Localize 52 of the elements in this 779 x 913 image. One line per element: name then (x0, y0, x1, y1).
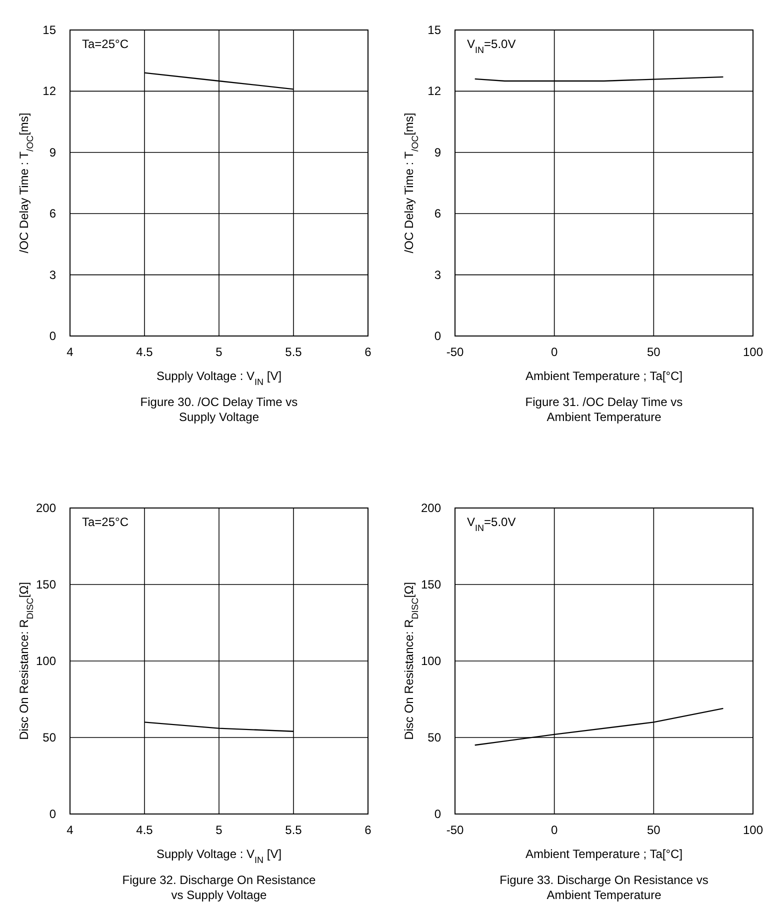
y-tick-label: 6 (434, 206, 442, 221)
y-tick-label: 200 (420, 501, 442, 515)
annotation: V$_{IN}$=5.0V (467, 37, 516, 55)
y-tick-label: 100 (36, 654, 56, 668)
x-tick-label: -50 (446, 823, 464, 837)
x-tick-label: 100 (742, 345, 764, 359)
annotation: Ta=25°C (82, 37, 129, 51)
x-axis-title: Supply Voltage : V$_{IN}$ [V] (156, 369, 282, 387)
x-tick-label: 4.5 (136, 823, 154, 837)
y-tick-label: 12 (42, 84, 56, 98)
y-tick-label: 150 (420, 578, 442, 592)
x-tick-label: 5 (216, 823, 223, 837)
y-tick-label: 3 (49, 268, 56, 282)
x-tick-label: 6 (364, 823, 372, 837)
text: Figure 30. /OC Delay Time vs Supply Voltage (140, 395, 298, 424)
y-tick-label: 200 (36, 501, 56, 515)
x-axis-title: Ambient Temperature ; Ta[°C] (525, 369, 683, 383)
x-tick-label: 5.5 (285, 345, 302, 359)
x-tick-label: 0 (550, 823, 558, 837)
text: Figure 33. Discharge On Resistance vs Ambient Temperature (500, 873, 708, 902)
y-tick-label: 9 (49, 145, 56, 160)
y-tick-label: 100 (420, 654, 442, 668)
y-tick-label: 0 (49, 807, 56, 821)
annotation: Ta=25°C (82, 515, 129, 529)
x-tick-label: 100 (742, 823, 764, 837)
y-tick-label: 50 (42, 730, 56, 744)
y-tick-label: 150 (36, 578, 56, 592)
x-axis-title: Supply Voltage : V$_{IN}$ [V] (156, 847, 282, 865)
x-tick-label: 6 (364, 345, 372, 359)
y-tick-label: 15 (42, 23, 56, 37)
x-tick-label: -50 (446, 345, 464, 359)
text: Figure 32. Discharge On Resistance vs Supply Voltage (122, 873, 316, 902)
y-tick-label: 12 (428, 84, 442, 98)
annotation: V$_{IN}$=5.0V (467, 515, 516, 533)
x-tick-label: 50 (646, 823, 661, 837)
text: Figure 31. /OC Delay Time vs Ambient Temperature (525, 395, 683, 424)
y-tick-label: 9 (434, 145, 442, 160)
y-tick-label: 6 (49, 206, 56, 221)
y-tick-label: 0 (434, 807, 442, 821)
x-tick-label: 5 (216, 345, 223, 359)
y-tick-label: 0 (49, 329, 56, 343)
y-tick-label: 15 (428, 23, 442, 37)
x-tick-label: 4.5 (136, 345, 154, 359)
x-tick-label: 0 (550, 345, 558, 359)
y-tick-label: 0 (434, 329, 442, 343)
x-tick-label: 50 (646, 345, 661, 359)
x-tick-label: 4 (66, 823, 74, 837)
y-tick-label: 3 (434, 268, 442, 282)
x-tick-label: 4 (66, 345, 74, 359)
x-axis-title: Ambient Temperature ; Ta[°C] (525, 847, 683, 861)
y-tick-label: 50 (428, 730, 442, 744)
x-tick-label: 5.5 (285, 823, 302, 837)
